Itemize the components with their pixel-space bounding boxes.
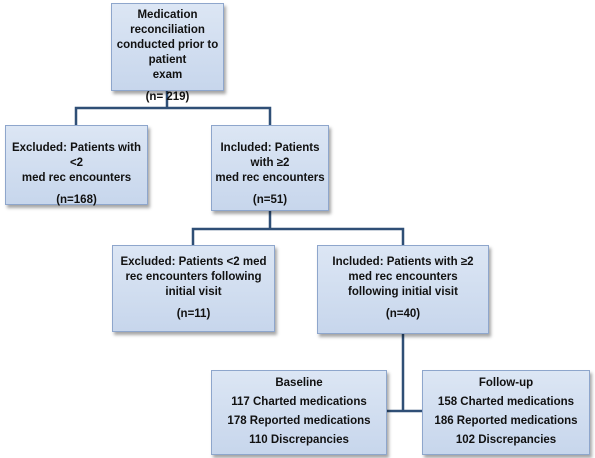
- box-text-line: Included: Patients with ≥2: [212, 141, 328, 171]
- box-text-line: 102 Discrepancies: [423, 433, 589, 448]
- box-text-line: Excluded: Patients with <2: [6, 141, 147, 171]
- box-medication-reconciliation: Medication reconciliation conducted prio…: [111, 3, 224, 91]
- box-included-ge2-encounters: Included: Patients with ≥2 med rec encou…: [211, 125, 329, 211]
- box-text-line: Medication reconciliation: [112, 8, 223, 38]
- box-count: (n=11): [113, 307, 274, 322]
- box-text-line: Included: Patients with ≥2: [318, 255, 488, 270]
- box-title: Baseline: [212, 376, 386, 391]
- box-excluded-following-visit: Excluded: Patients <2 med rec encounters…: [112, 245, 275, 332]
- box-included-following-visit: Included: Patients with ≥2 med rec encou…: [317, 245, 489, 334]
- box-text-line: med rec encounters: [6, 171, 147, 186]
- box-count: (n=168): [6, 193, 147, 208]
- box-text-line: 186 Reported medications: [423, 414, 589, 429]
- box-text-line: med rec encounters: [212, 171, 328, 186]
- box-text-line: 110 Discrepancies: [212, 433, 386, 448]
- box-count: (n=51): [212, 193, 328, 208]
- box-text-line: following initial visit: [318, 285, 488, 300]
- box-excluded-lt2-encounters: Excluded: Patients with <2 med rec encou…: [5, 125, 148, 205]
- box-title: Follow-up: [423, 376, 589, 391]
- box-count: (n= 219): [112, 90, 223, 105]
- connector-included1-to-level2: [193, 211, 403, 245]
- box-text-line: rec encounters following: [113, 270, 274, 285]
- box-text-line: 158 Charted medications: [423, 395, 589, 410]
- box-text-line: conducted prior to patient: [112, 38, 223, 68]
- box-text-line: med rec encounters: [318, 270, 488, 285]
- box-follow-up: Follow-up 158 Charted medications 186 Re…: [422, 370, 590, 455]
- box-text-line: 117 Charted medications: [212, 395, 386, 410]
- box-text-line: exam: [112, 68, 223, 83]
- box-text-line: Excluded: Patients <2 med: [113, 255, 274, 270]
- connector-included2-to-level3: [387, 334, 423, 411]
- box-text-line: 178 Reported medications: [212, 414, 386, 429]
- box-text-line: initial visit: [113, 285, 274, 300]
- box-baseline: Baseline 117 Charted medications 178 Rep…: [211, 370, 387, 455]
- box-count: (n=40): [318, 307, 488, 322]
